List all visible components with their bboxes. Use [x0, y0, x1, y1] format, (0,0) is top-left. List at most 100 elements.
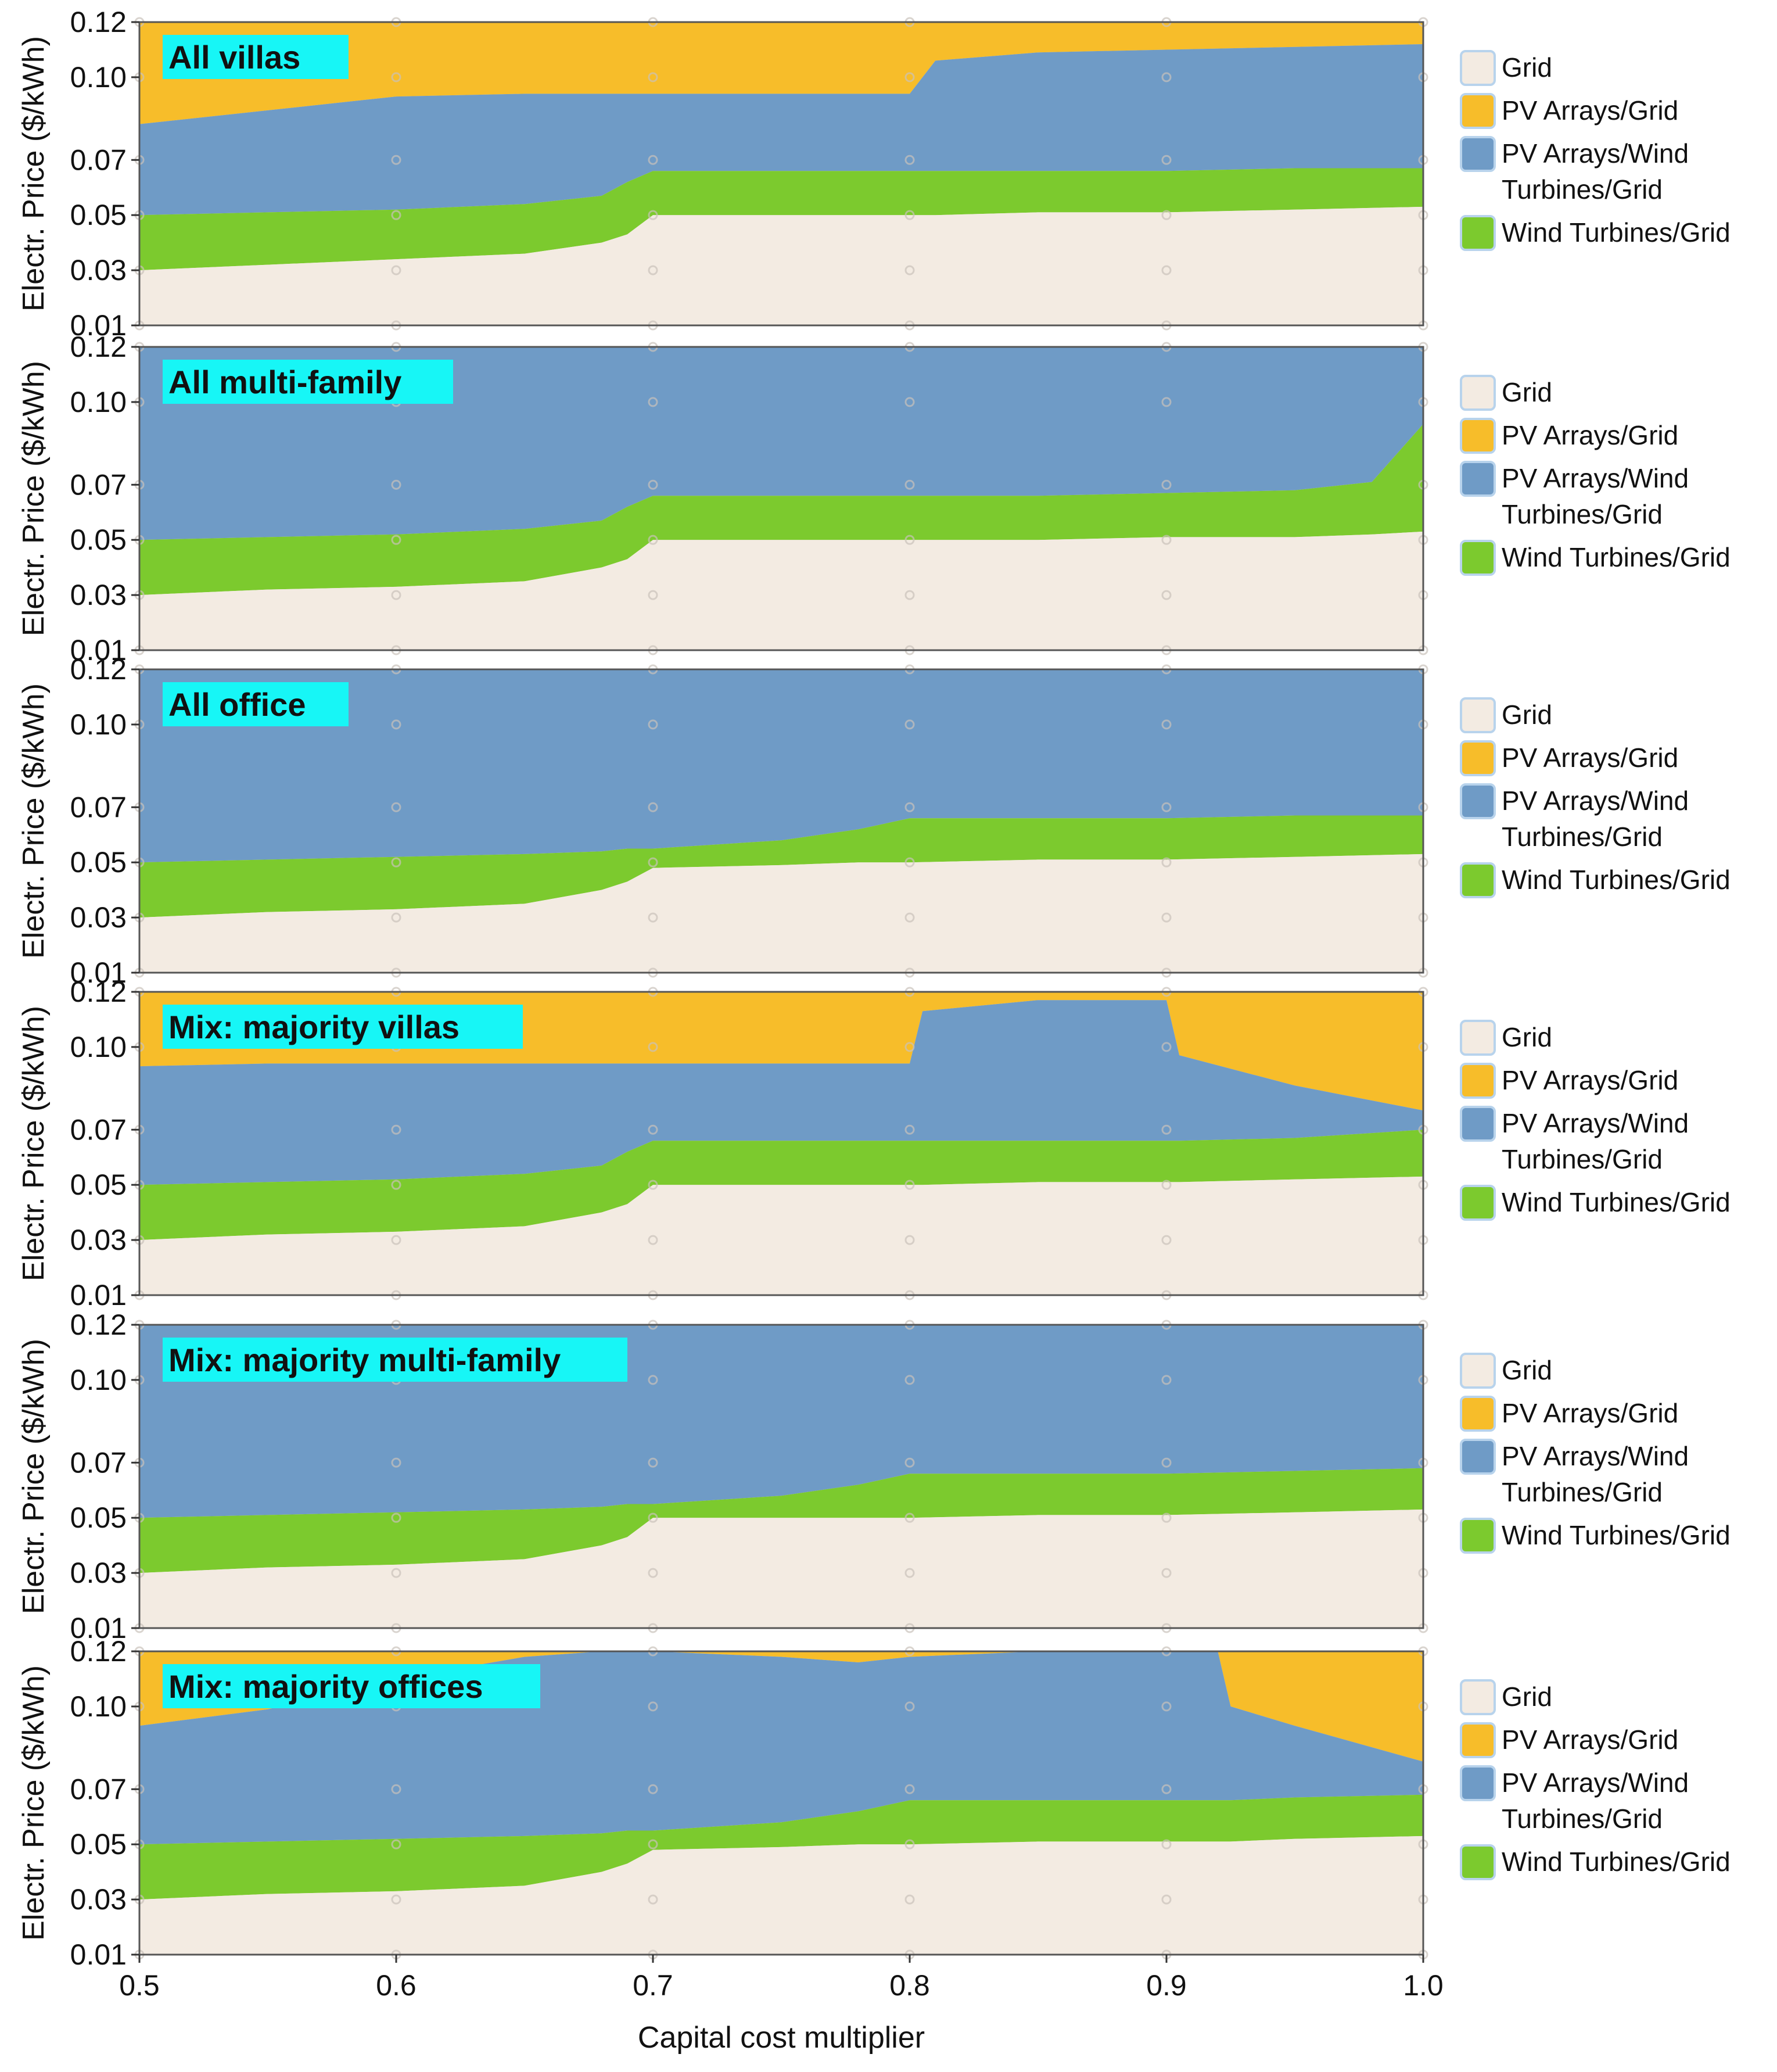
sample-marker — [1161, 397, 1172, 407]
sample-marker — [904, 535, 915, 545]
sample-marker — [648, 1180, 658, 1190]
sample-marker — [1161, 719, 1172, 730]
legend-label: Turbines/Grid — [1502, 174, 1663, 205]
sample-marker — [391, 72, 401, 83]
y-tick-label: 0.12 — [70, 976, 127, 1008]
legend-label: Grid — [1502, 1682, 1552, 1712]
sample-marker — [1161, 1512, 1172, 1523]
panel-title: All multi-family — [168, 364, 401, 400]
sample-marker — [1161, 857, 1172, 867]
sample-marker — [904, 719, 915, 730]
legend-swatch — [1460, 1844, 1496, 1880]
sample-marker — [904, 1701, 915, 1712]
y-tick-label: 0.10 — [70, 61, 127, 94]
legend-swatch — [1460, 375, 1496, 411]
sample-marker — [1161, 1894, 1172, 1905]
sample-marker — [904, 590, 915, 600]
sample-marker — [1161, 1375, 1172, 1385]
sample-marker — [1161, 1784, 1172, 1794]
x-axis-label: Capital cost multiplier — [638, 2021, 925, 2055]
sample-marker — [391, 1784, 401, 1794]
y-tick-label: 0.01 — [70, 1279, 127, 1311]
sample-marker — [1161, 912, 1172, 923]
panel-1: 0.01 0.03 0.05 0.07 0.10 0.12 Electr. Price ($… — [17, 6, 1731, 342]
legend-swatch — [1460, 1020, 1496, 1056]
region-pv-wind-grid — [139, 347, 1423, 540]
y-tick-label: 0.03 — [70, 1883, 127, 1916]
sample-marker — [648, 479, 658, 490]
legend-label: Turbines/Grid — [1502, 1144, 1663, 1174]
region-grid — [139, 206, 1423, 325]
panel-title: Mix: majority villas — [168, 1009, 459, 1045]
panel-title-bg — [163, 1005, 523, 1049]
sample-marker — [1161, 1568, 1172, 1578]
y-tick-label: 0.12 — [70, 6, 127, 38]
sample-marker — [904, 479, 915, 490]
y-tick-label: 0.12 — [70, 1309, 127, 1341]
plot-frame — [138, 1650, 1424, 1956]
sample-marker — [391, 1568, 401, 1578]
sample-marker — [1161, 1701, 1172, 1712]
y-axis-label: Electr. Price ($/kWh) — [17, 683, 51, 959]
x-tick-label: 0.5 — [119, 1969, 160, 2002]
sample-marker — [391, 1180, 401, 1190]
region-grid — [139, 1509, 1423, 1628]
legend-swatch — [1460, 697, 1496, 733]
panel-5: 0.01 0.03 0.05 0.07 0.10 0.12 Electr. Price ($… — [17, 1309, 1731, 1644]
x-tick-label: 0.6 — [376, 1969, 417, 2002]
legend-swatch — [1460, 93, 1496, 129]
sample-marker — [904, 1568, 915, 1578]
sample-marker — [648, 1784, 658, 1794]
sample-marker — [648, 1568, 658, 1578]
legend-label: Wind Turbines/Grid — [1502, 1520, 1731, 1550]
sample-marker — [1161, 590, 1172, 600]
legend-label: PV Arrays/Grid — [1502, 743, 1678, 773]
y-tick-label: 0.10 — [70, 708, 127, 741]
y-tick-label: 0.03 — [70, 579, 127, 611]
legend-swatch — [1460, 1679, 1496, 1715]
sample-marker — [1161, 1839, 1172, 1849]
y-tick-label: 0.12 — [70, 331, 127, 363]
sample-marker — [904, 1235, 915, 1245]
y-tick-label: 0.10 — [70, 386, 127, 418]
y-tick-label: 0.01 — [70, 956, 127, 989]
legend-label: PV Arrays/Grid — [1502, 1398, 1678, 1428]
legend-label: Grid — [1502, 1022, 1552, 1052]
panel-title-bg — [163, 35, 349, 79]
plot-frame — [138, 668, 1424, 974]
y-tick-label: 0.01 — [70, 1612, 127, 1644]
plot-frame — [138, 1324, 1424, 1629]
sample-marker — [904, 1839, 915, 1849]
sample-marker — [648, 535, 658, 545]
region-grid — [139, 1836, 1423, 1955]
sample-marker — [1161, 1180, 1172, 1190]
sample-marker — [648, 1839, 658, 1849]
plot-frame — [138, 991, 1424, 1296]
sample-marker — [648, 1894, 658, 1905]
y-tick-label: 0.03 — [70, 1557, 127, 1589]
legend-label: Turbines/Grid — [1502, 1477, 1663, 1507]
legend-label: Wind Turbines/Grid — [1502, 865, 1731, 895]
legend-swatch — [1460, 1439, 1496, 1475]
region-pv-wind-grid — [139, 669, 1423, 863]
y-tick-label: 0.07 — [70, 791, 127, 823]
panel-title-bg — [163, 682, 349, 726]
y-tick-label: 0.05 — [70, 524, 127, 556]
legend-label: Wind Turbines/Grid — [1502, 217, 1731, 248]
sample-marker — [648, 397, 658, 407]
y-tick-label: 0.07 — [70, 1113, 127, 1146]
legend-swatch — [1460, 740, 1496, 776]
sample-marker — [391, 802, 401, 812]
y-axis-label: Electr. Price ($/kWh) — [17, 1339, 51, 1614]
y-tick-label: 0.05 — [70, 846, 127, 879]
y-tick-label: 0.12 — [70, 1635, 127, 1668]
sample-marker — [648, 265, 658, 275]
region-pv-arrays-grid — [139, 22, 1423, 124]
x-tick-label: 0.7 — [633, 1969, 673, 2002]
legend-label: Grid — [1502, 52, 1552, 83]
sample-marker — [648, 72, 658, 83]
y-axis-label: Electr. Price ($/kWh) — [17, 1006, 51, 1281]
y-tick-label: 0.05 — [70, 1168, 127, 1201]
legend-swatch — [1460, 1765, 1496, 1801]
legend-label: Turbines/Grid — [1502, 822, 1663, 852]
